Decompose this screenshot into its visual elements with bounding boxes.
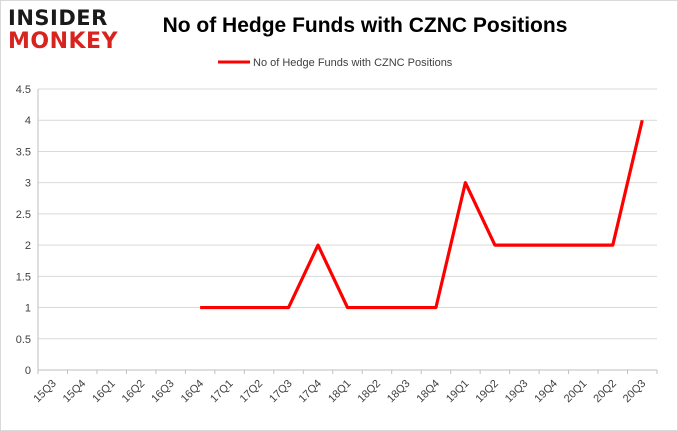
x-tick-label: 15Q4 bbox=[61, 378, 89, 406]
y-tick-label: 4.5 bbox=[16, 84, 31, 96]
x-tick-label: 16Q1 bbox=[90, 378, 118, 406]
x-tick-label: 18Q3 bbox=[385, 378, 413, 406]
x-tick-label: 19Q4 bbox=[532, 378, 560, 406]
x-tick-label: 17Q4 bbox=[297, 378, 325, 406]
x-tick-label: 15Q3 bbox=[31, 378, 59, 406]
y-tick-label: 0.5 bbox=[16, 334, 31, 346]
y-tick-label: 2.5 bbox=[16, 209, 31, 221]
x-tick-label: 18Q2 bbox=[356, 378, 384, 406]
y-tick-label: 1 bbox=[25, 303, 31, 315]
x-tick-label: 17Q1 bbox=[208, 378, 236, 406]
y-tick-label: 3.5 bbox=[16, 146, 31, 158]
x-tick-label: 19Q3 bbox=[503, 378, 531, 406]
x-tick-labels: 15Q3 15Q4 16Q1 16Q2 16Q3 16Q4 17Q1 17Q2 17Q3 17Q4… bbox=[31, 378, 648, 406]
x-tick-label: 20Q1 bbox=[562, 378, 590, 406]
y-tick-labels: 0 0.5 1 1.5 2 2.5 3 3.5 4 4.5 bbox=[16, 84, 31, 377]
series-line-0 bbox=[200, 119, 644, 310]
x-tick-label: 16Q2 bbox=[120, 378, 148, 406]
y-tick-label: 4 bbox=[25, 115, 31, 127]
logo-line-2: MONKEY bbox=[8, 29, 119, 54]
logo-line-1: INSIDER bbox=[8, 6, 108, 30]
x-tick-label: 16Q3 bbox=[149, 378, 177, 406]
x-tick-label: 18Q1 bbox=[326, 378, 354, 406]
x-tick-label: 20Q3 bbox=[621, 378, 649, 406]
axes bbox=[37, 89, 658, 374]
y-tick-label: 1.5 bbox=[16, 271, 31, 283]
x-tick-label: 20Q2 bbox=[591, 378, 619, 406]
y-tick-label: 2 bbox=[25, 240, 31, 252]
x-tick-label: 16Q4 bbox=[179, 378, 207, 406]
x-tick-label: 18Q4 bbox=[415, 378, 443, 406]
legend: No of Hedge Funds with CZNC Positions bbox=[218, 57, 453, 69]
grid-lines bbox=[38, 88, 657, 371]
legend-label: No of Hedge Funds with CZNC Positions bbox=[253, 57, 453, 69]
x-tick-label: 19Q1 bbox=[444, 378, 472, 406]
x-tick-label: 19Q2 bbox=[473, 378, 501, 406]
insider-monkey-logo: INSIDER MONKEY bbox=[8, 4, 126, 54]
x-tick-label: 17Q3 bbox=[267, 378, 295, 406]
y-tick-label: 3 bbox=[25, 178, 31, 190]
series-lines bbox=[200, 119, 644, 310]
chart-title: No of Hedge Funds with CZNC Positions bbox=[162, 14, 568, 37]
x-tick-label: 17Q2 bbox=[238, 378, 266, 406]
y-tick-label: 0 bbox=[25, 365, 31, 377]
